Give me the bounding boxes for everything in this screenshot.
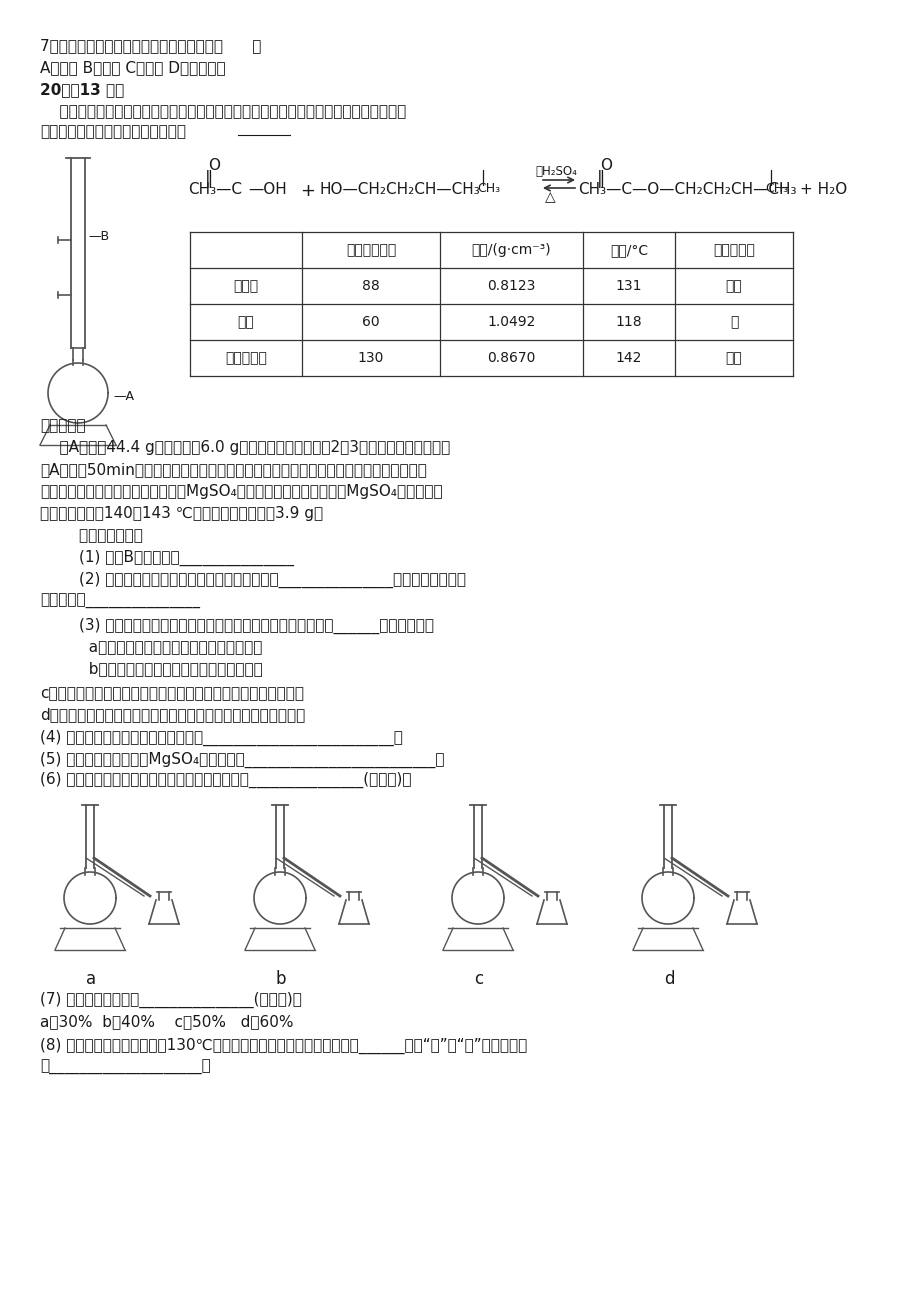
Text: 0.8670: 0.8670: [487, 352, 535, 365]
Text: + H₂O: + H₂O: [800, 182, 846, 197]
Text: |: |: [767, 171, 772, 186]
Text: 131: 131: [615, 279, 641, 293]
Text: △: △: [544, 190, 555, 204]
Text: —B: —B: [88, 230, 109, 243]
Text: CH₃: CH₃: [765, 182, 788, 195]
Text: 118: 118: [615, 315, 641, 329]
Text: 热A，回浑50min，反应液冷至室温后倒入分液漏斗中，分别用少量水、饱和碳酸氢钓溶液: 热A，回浑50min，反应液冷至室温后倒入分液漏斗中，分别用少量水、饱和碳酸氢钓…: [40, 462, 426, 477]
Text: 难溶: 难溶: [725, 352, 742, 365]
Text: c．先将水层从分液漏斗的下口放出，再将乙酸异戊酯从下口放出: c．先将水层从分液漏斗的下口放出，再将乙酸异戊酯从下口放出: [40, 686, 303, 700]
Text: O: O: [208, 158, 220, 173]
Text: (6) 在蒸馏操作中，仪器选择及安装都正确的是：_______________(填标号)。: (6) 在蒸馏操作中，仪器选择及安装都正确的是：_______________(…: [40, 772, 411, 788]
Text: 乙酸异戊酯: 乙酸异戊酯: [225, 352, 267, 365]
Text: d．先将水层从分液漏斗的下口放出，再将乙酸异戊酯从上口放出: d．先将水层从分液漏斗的下口放出，再将乙酸异戊酯从上口放出: [40, 707, 305, 723]
Text: 20、（13 分）: 20、（13 分）: [40, 82, 124, 98]
Text: ‖: ‖: [205, 171, 213, 187]
Text: c: c: [473, 970, 482, 988]
Text: 是____________________。: 是____________________。: [40, 1060, 210, 1075]
Text: 1.0492: 1.0492: [487, 315, 535, 329]
Text: a．30%  b．40%    c．50%   d．60%: a．30% b．40% c．50% d．60%: [40, 1014, 293, 1029]
Text: (2) 在洗涤操作中，第一次水洗的主要目的是：_______________；第二次水洗的主: (2) 在洗涤操作中，第一次水洗的主要目的是：_______________；第…: [40, 572, 466, 589]
Text: d: d: [664, 970, 674, 988]
Text: 回答下列问题：: 回答下列问题：: [40, 529, 142, 543]
Text: 反应、装置示意图和有关数据如下：: 反应、装置示意图和有关数据如下：: [40, 124, 186, 139]
Text: a: a: [85, 970, 96, 988]
Text: (8) 在进行蒸馏操作时，若从130℃便开始收集馏分，会使实验的产率偏______（填“高”或“低”），其原因: (8) 在进行蒸馏操作时，若从130℃便开始收集馏分，会使实验的产率偏_____…: [40, 1038, 527, 1055]
Text: CH₃: CH₃: [476, 182, 500, 195]
Text: —OH: —OH: [248, 182, 287, 197]
Text: 实验步骤：: 实验步骤：: [40, 418, 85, 434]
Text: 水中溶解性: 水中溶解性: [712, 243, 754, 256]
Text: 沸点/°C: 沸点/°C: [609, 243, 647, 256]
Text: 异戊醇: 异戊醇: [233, 279, 258, 293]
Text: 88: 88: [362, 279, 380, 293]
Text: 7．下列化合物中同分异构体数目最少的是（      ）: 7．下列化合物中同分异构体数目最少的是（ ）: [40, 38, 261, 53]
Text: ‖: ‖: [596, 171, 605, 187]
Text: 和水洗洤，分出的产品加入少量无水MgSO₄固体，静置片刻，过滤除去MgSO₄固体，进行: 和水洗洤，分出的产品加入少量无水MgSO₄固体，静置片刻，过滤除去MgSO₄固体…: [40, 484, 442, 499]
Text: 60: 60: [362, 315, 380, 329]
Text: 溶: 溶: [729, 315, 737, 329]
Text: 相对分子质量: 相对分子质量: [346, 243, 396, 256]
Text: b．直接将乙酸异戊酯从分液漏斗下口放出: b．直接将乙酸异戊酯从分液漏斗下口放出: [40, 661, 263, 676]
Text: CH₃—C—O—CH₂CH₂CH—CH₃: CH₃—C—O—CH₂CH₂CH—CH₃: [577, 182, 796, 197]
Text: 微溶: 微溶: [725, 279, 742, 293]
Text: (7) 本实验的产率是：_______________(填标号)。: (7) 本实验的产率是：_______________(填标号)。: [40, 992, 301, 1008]
Text: 在A中加入44.4 g的异戊醇，6.0 g的乙酸、数滴浓硫酸和2～3片碎瓷片，开始缓慢加: 在A中加入44.4 g的异戊醇，6.0 g的乙酸、数滴浓硫酸和2～3片碎瓷片，开…: [40, 440, 449, 454]
Text: 蒸馏纯化，收集140～143 ℃馏分，得乙酸异戊酯3.9 g。: 蒸馏纯化，收集140～143 ℃馏分，得乙酸异戊酯3.9 g。: [40, 506, 323, 521]
Text: +: +: [300, 182, 314, 201]
Text: 乙酸异戊酯是组成蜜蜂信息素的成分之一，具有香蕉的香味。实验室制备乙酸异戊酯的: 乙酸异戊酯是组成蜜蜂信息素的成分之一，具有香蕉的香味。实验室制备乙酸异戊酯的: [40, 104, 406, 118]
Text: (1) 仪器B的名称是：_______________: (1) 仪器B的名称是：_______________: [40, 549, 294, 566]
Text: 0.8123: 0.8123: [487, 279, 535, 293]
Text: 要目的是：_______________: 要目的是：_______________: [40, 594, 199, 609]
Text: —A: —A: [113, 391, 134, 404]
Text: (5) 实验中加入少量无水MgSO₄的目的是：_________________________。: (5) 实验中加入少量无水MgSO₄的目的是：_________________…: [40, 753, 444, 768]
Text: 142: 142: [615, 352, 641, 365]
Text: 密度/(g·cm⁻³): 密度/(g·cm⁻³): [471, 243, 550, 256]
Text: HO—CH₂CH₂CH—CH₃: HO—CH₂CH₂CH—CH₃: [320, 182, 481, 197]
Text: O: O: [599, 158, 611, 173]
Text: (3) 在洗涤、分液操作中，应充分振荡，然后静置，待分层后______（填标号）。: (3) 在洗涤、分液操作中，应充分振荡，然后静置，待分层后______（填标号）…: [40, 618, 434, 634]
Text: b: b: [276, 970, 286, 988]
Text: 乙酸: 乙酸: [237, 315, 254, 329]
Text: a．直接将乙酸异戊酯从分液漏斗上口倒出: a．直接将乙酸异戊酯从分液漏斗上口倒出: [40, 641, 262, 655]
Text: CH₃—C: CH₃—C: [187, 182, 242, 197]
Text: (4) 本实验中加入过量乙酸的目的是：_________________________。: (4) 本实验中加入过量乙酸的目的是：_____________________…: [40, 730, 403, 746]
Text: 浓H₂SO₄: 浓H₂SO₄: [535, 165, 576, 178]
Text: |: |: [480, 171, 484, 186]
Text: A．戊烷 B．戊醇 C．戊烯 D．乙酸乙酯: A．戊烷 B．戊醇 C．戊烯 D．乙酸乙酯: [40, 60, 225, 76]
Text: 130: 130: [357, 352, 384, 365]
